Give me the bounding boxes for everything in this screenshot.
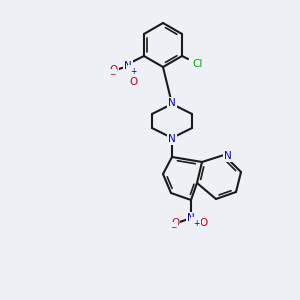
Text: +: + (130, 67, 136, 76)
Text: O: O (171, 218, 179, 228)
Text: N: N (187, 213, 195, 223)
Text: −: − (170, 224, 176, 232)
Text: N: N (224, 151, 232, 161)
Text: −: − (109, 70, 115, 80)
Text: N: N (168, 98, 176, 108)
Text: N: N (168, 134, 176, 144)
Text: O: O (130, 77, 138, 87)
Text: N: N (124, 61, 132, 71)
Text: +: + (193, 218, 199, 227)
Text: Cl: Cl (193, 59, 203, 69)
Text: O: O (110, 65, 118, 75)
Text: O: O (199, 218, 207, 228)
